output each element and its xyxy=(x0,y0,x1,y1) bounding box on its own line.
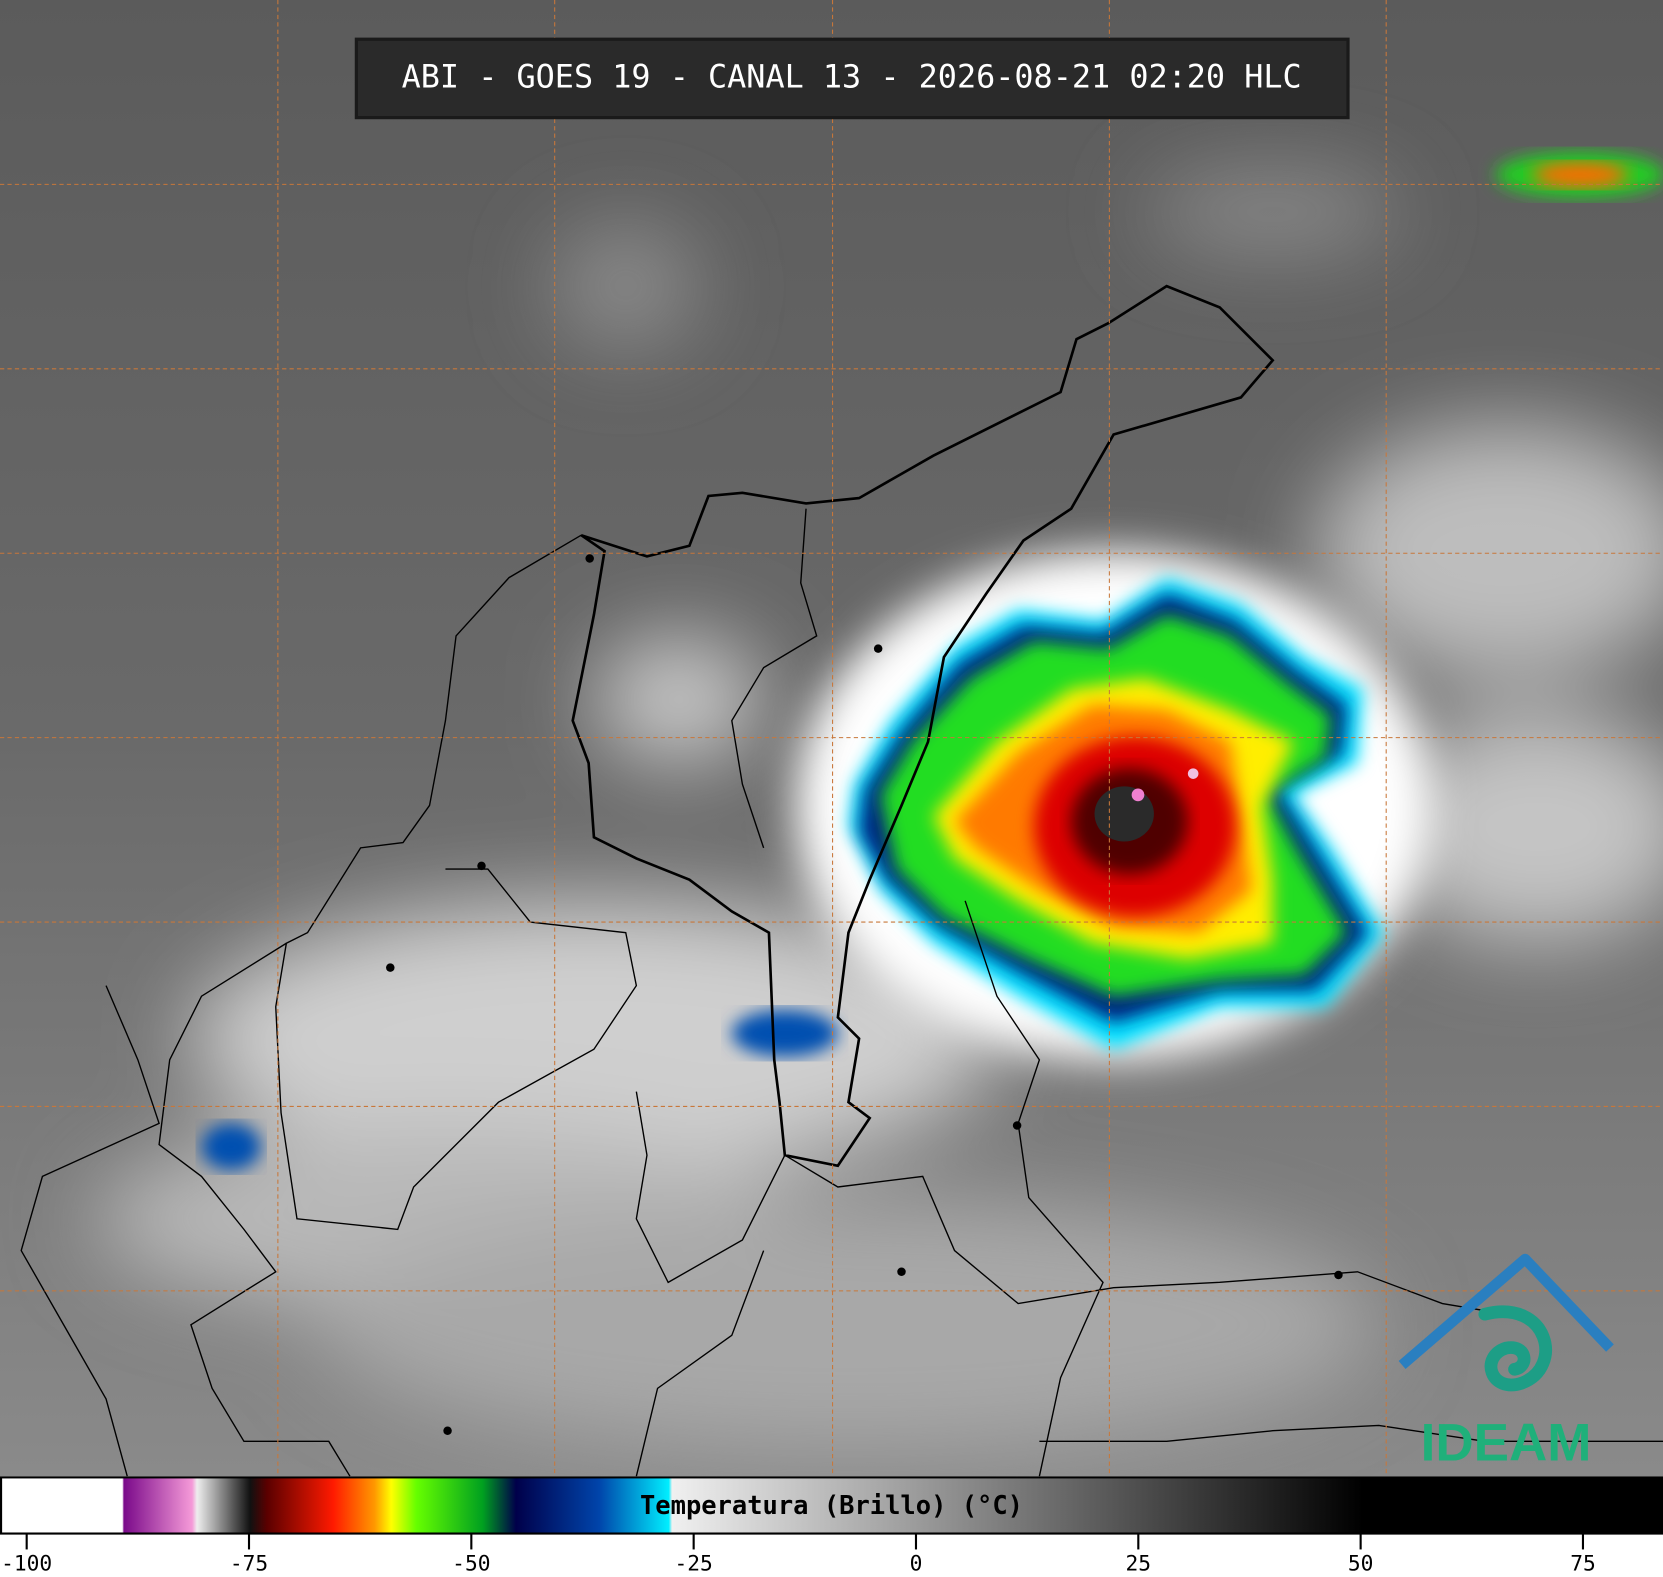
tick-label: 75 xyxy=(1570,1550,1596,1575)
latlon-grid xyxy=(0,0,1663,1477)
borders xyxy=(20,284,1663,1477)
storm-cell xyxy=(201,151,1663,1171)
colorbar-ticks: -100 -75 -50 -25 0 25 50 75 xyxy=(1,1533,1596,1575)
title: ABI - GOES 19 - CANAL 13 - 2026-08-21 02… xyxy=(402,58,1302,95)
tick-label: 50 xyxy=(1348,1550,1374,1575)
logo-text: IDEAM xyxy=(1421,1414,1592,1473)
tick-label: -25 xyxy=(675,1550,713,1575)
tick-label: -100 xyxy=(1,1550,52,1575)
city-markers xyxy=(386,554,1343,1435)
title-box xyxy=(354,37,1350,120)
tick-label: 25 xyxy=(1126,1550,1152,1575)
colorbar-label: Temperatura (Brillo) (°C) xyxy=(640,1490,1023,1520)
cloud-field xyxy=(95,169,1663,1452)
tick-label: -50 xyxy=(452,1550,490,1575)
tick-label: 0 xyxy=(910,1550,923,1575)
logo: IDEAM xyxy=(1398,1253,1614,1473)
colorbar xyxy=(0,1476,1663,1535)
tick-label: -75 xyxy=(230,1550,268,1575)
